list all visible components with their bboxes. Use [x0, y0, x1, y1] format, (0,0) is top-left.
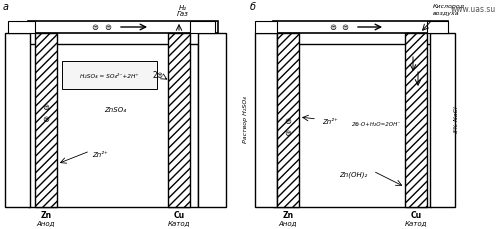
Text: ⊜: ⊜ [330, 23, 337, 32]
Text: Катод: Катод [405, 219, 427, 225]
Bar [255, 22, 277, 34]
Text: Катод: Катод [168, 219, 190, 225]
Bar [62, 62, 157, 90]
Text: Zn: Zn [282, 211, 293, 220]
Bar [273, 22, 448, 34]
Text: Анод: Анод [279, 219, 297, 225]
Text: H₂: H₂ [179, 5, 187, 11]
Bar [405, 34, 427, 207]
Bar [430, 34, 455, 207]
Text: Cu: Cu [410, 211, 422, 220]
Text: ⊜: ⊜ [284, 117, 291, 126]
Text: Zn: Zn [40, 211, 52, 220]
Text: Cu: Cu [173, 211, 185, 220]
Text: Раствор H₂SO₄: Раствор H₂SO₄ [243, 96, 248, 143]
Text: воздуха: воздуха [433, 11, 460, 16]
Bar [28, 22, 218, 34]
Text: Кислород: Кислород [433, 4, 465, 9]
Text: www.uas.su: www.uas.su [451, 5, 496, 14]
Bar [8, 22, 35, 34]
Bar [190, 22, 215, 34]
Text: а: а [3, 2, 9, 12]
Text: ⊜: ⊜ [42, 115, 49, 124]
Text: б: б [250, 2, 256, 12]
Bar [198, 34, 226, 207]
Bar [427, 22, 448, 34]
Text: ⊜: ⊜ [342, 23, 349, 32]
Text: ⊜: ⊜ [92, 23, 99, 32]
Text: Zn(OH)₂: Zn(OH)₂ [339, 171, 367, 177]
Text: Zn²⁺: Zn²⁺ [92, 151, 108, 157]
Text: 3% NaCl: 3% NaCl [455, 106, 460, 133]
Bar [35, 34, 57, 207]
Text: Zn²⁺: Zn²⁺ [322, 118, 338, 124]
Text: Газ: Газ [177, 11, 189, 17]
Text: 2⊜·O+H₂O=2OH⁻: 2⊜·O+H₂O=2OH⁻ [352, 122, 401, 127]
Text: ⊜: ⊜ [105, 23, 112, 32]
Text: ⊜: ⊜ [42, 103, 49, 112]
Bar [273, 45, 431, 207]
Text: ZnSO₄: ZnSO₄ [104, 106, 126, 112]
Bar [255, 34, 277, 207]
Text: Анод: Анод [37, 219, 55, 225]
Text: H₂SO₄ = SO₄²⁻+2H⁺: H₂SO₄ = SO₄²⁻+2H⁺ [80, 73, 138, 78]
Bar [28, 45, 198, 207]
Text: ⊜: ⊜ [284, 129, 291, 138]
Text: 2⊜: 2⊜ [152, 71, 163, 80]
Bar [277, 34, 299, 207]
Bar [5, 34, 30, 207]
Bar [168, 34, 190, 207]
